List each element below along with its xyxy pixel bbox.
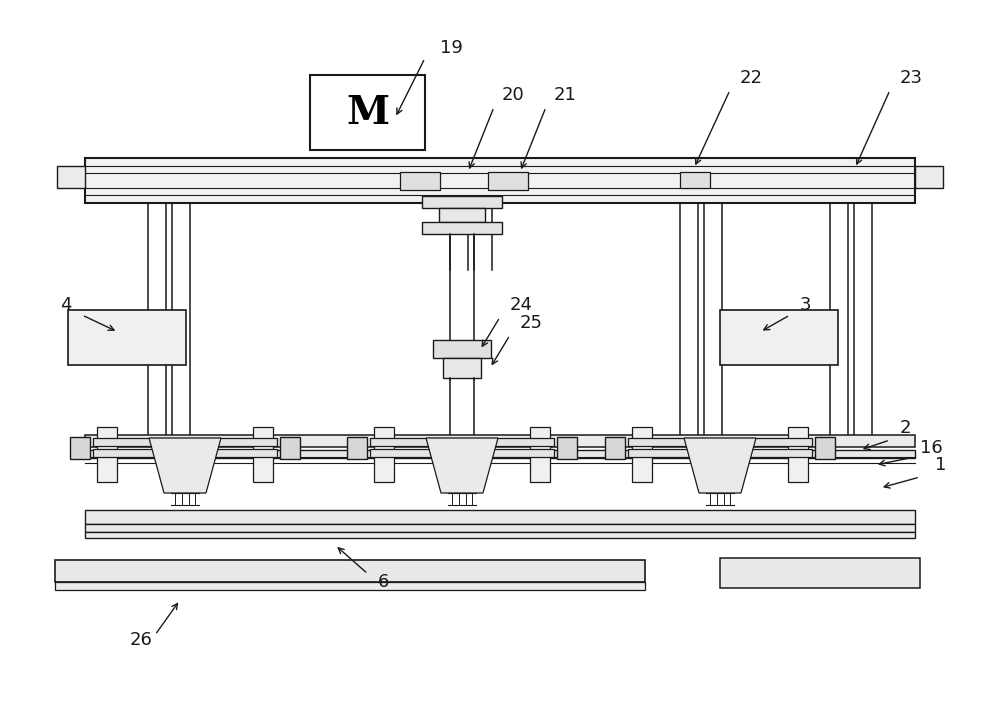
Bar (374, 427, 394, 482)
Bar (310, 75, 425, 150)
Polygon shape (149, 438, 221, 493)
Bar (488, 172, 528, 190)
Bar (85, 532, 915, 538)
Text: 19: 19 (440, 39, 463, 57)
Bar (628, 438, 812, 446)
Bar (557, 437, 577, 459)
Text: 24: 24 (510, 296, 533, 314)
Bar (370, 449, 554, 457)
Bar (530, 427, 550, 482)
Bar (443, 358, 481, 378)
Bar (97, 427, 117, 482)
Bar (628, 449, 812, 457)
Bar (57, 166, 85, 188)
Bar (915, 166, 943, 188)
Bar (788, 427, 808, 482)
Text: 3: 3 (800, 296, 812, 314)
Bar (720, 310, 838, 365)
Bar (55, 560, 645, 582)
Bar (815, 437, 835, 459)
Bar (680, 172, 710, 188)
Bar (85, 510, 915, 524)
Bar (400, 172, 440, 190)
Bar (93, 449, 277, 457)
Text: M: M (346, 94, 389, 132)
Bar (605, 437, 625, 459)
Bar (55, 582, 645, 590)
Polygon shape (426, 438, 498, 493)
Bar (93, 438, 277, 446)
Bar (85, 450, 915, 458)
Bar (85, 524, 915, 532)
Text: 6: 6 (378, 573, 389, 591)
Text: 21: 21 (554, 86, 577, 104)
Bar (720, 558, 920, 588)
Bar (85, 435, 915, 447)
Text: 16: 16 (920, 439, 943, 457)
Bar (422, 196, 502, 208)
Bar (347, 437, 367, 459)
Bar (70, 437, 90, 459)
Text: 1: 1 (935, 456, 946, 474)
Bar (280, 437, 300, 459)
Polygon shape (684, 438, 756, 493)
Bar (422, 222, 502, 234)
Text: 22: 22 (740, 69, 763, 87)
Text: 4: 4 (60, 296, 72, 314)
Text: 23: 23 (900, 69, 923, 87)
Bar (370, 438, 554, 446)
Bar (85, 158, 915, 203)
Bar (68, 310, 186, 365)
Bar (253, 427, 273, 482)
Bar (433, 340, 491, 358)
Bar (632, 427, 652, 482)
Text: 26: 26 (130, 631, 153, 649)
Text: 2: 2 (900, 419, 912, 437)
Bar (439, 208, 485, 222)
Text: 25: 25 (520, 314, 543, 332)
Text: 20: 20 (502, 86, 525, 104)
